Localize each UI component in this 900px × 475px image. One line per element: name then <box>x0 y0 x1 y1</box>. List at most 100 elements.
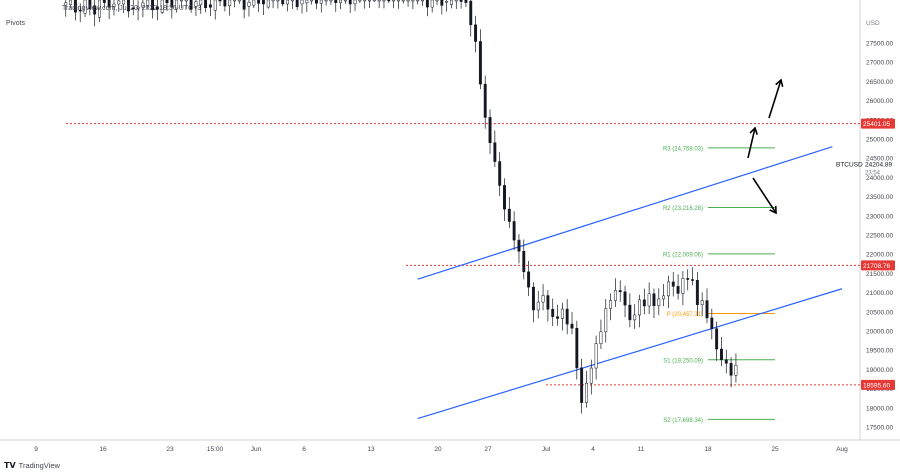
candle-body <box>387 0 391 2</box>
candle-body <box>98 0 101 18</box>
brand-footer: 𝗧𝗩 TradingView <box>4 461 60 470</box>
candle-body <box>310 0 314 2</box>
candle-body <box>69 0 73 5</box>
candle-body <box>507 208 511 222</box>
candle-body <box>117 0 121 5</box>
y-tick-label: 20500.00 <box>866 309 893 316</box>
candle-body <box>334 0 338 3</box>
candle-body <box>233 0 236 2</box>
y-tick-label: 27500.00 <box>866 41 893 48</box>
candle-body <box>377 0 381 2</box>
candle-body <box>585 382 588 403</box>
candle-body <box>498 161 502 186</box>
candle-body <box>237 0 241 2</box>
candle-body <box>618 290 622 293</box>
y-tick-label: 23500.00 <box>866 194 893 201</box>
pivot-label: S2 (17,698.34) <box>663 418 703 424</box>
x-tick-label: 4 <box>591 446 595 453</box>
candle-body <box>315 0 318 4</box>
candle-body <box>700 300 704 305</box>
arrow-up-line <box>768 79 782 119</box>
candle-body <box>493 142 497 162</box>
candle-body <box>368 0 371 2</box>
y-tick-label: 20000.00 <box>866 329 893 336</box>
candle-body <box>551 308 555 317</box>
candle-body <box>638 299 641 316</box>
candle-body <box>353 0 357 5</box>
candle-body <box>146 0 150 7</box>
candle-body <box>73 0 77 13</box>
arrow-down-line <box>752 177 777 214</box>
x-tick-label: 27 <box>484 446 492 453</box>
candle-body <box>570 323 574 329</box>
pivot-label: S1 (19,250.09) <box>663 358 703 364</box>
x-tick-label: 11 <box>638 446 645 453</box>
candle-body <box>522 251 526 273</box>
candle-body <box>705 300 709 319</box>
candle-body <box>271 0 275 2</box>
candle-body <box>286 0 289 5</box>
pivot-label: R2 (23,216.28) <box>663 206 703 212</box>
candle-body <box>170 0 174 8</box>
candle-body <box>396 0 400 2</box>
candle-body <box>165 0 169 4</box>
candle-body <box>261 0 265 5</box>
bar-countdown-label: 23:54 <box>865 171 881 177</box>
candle-body <box>450 0 453 5</box>
candle-body <box>204 0 208 9</box>
candle-body <box>556 316 559 319</box>
arrow-up-head-icon <box>749 126 758 135</box>
candle-body <box>363 0 367 2</box>
candle-body <box>541 295 545 303</box>
candle-body <box>720 348 723 361</box>
level-price-tag <box>861 260 895 271</box>
candle-body <box>483 83 487 118</box>
candle-body <box>112 3 116 8</box>
candle-body <box>102 0 106 3</box>
candle-body <box>194 1 198 7</box>
candle-body <box>623 291 627 306</box>
candle-body <box>686 278 690 280</box>
candle-body <box>411 0 415 2</box>
candle-body <box>657 298 661 307</box>
candle-body <box>382 0 386 2</box>
candle-body <box>305 0 309 4</box>
candle-body <box>531 286 535 311</box>
last-price-label: 24204.89 <box>865 162 892 169</box>
candle-body <box>199 0 203 6</box>
candle-body <box>329 0 333 2</box>
x-tick-label: Aug <box>836 446 848 453</box>
arrow-up-head-icon <box>775 78 784 87</box>
candle-body <box>421 0 424 2</box>
y-tick-label: 26500.00 <box>866 79 893 86</box>
candle-body <box>372 0 376 2</box>
candle-body <box>160 0 164 13</box>
candle-body <box>228 0 232 6</box>
x-tick-label: 16 <box>99 446 107 453</box>
pivot-label: P (20,457.31) <box>667 312 703 318</box>
candle-body <box>266 0 270 8</box>
candle-body <box>180 0 183 2</box>
channel-upper-line <box>417 146 833 280</box>
candle-body <box>122 0 126 5</box>
x-tick-label: 6 <box>302 446 306 453</box>
candle-body <box>633 314 637 321</box>
pivot-label: R3 (24,768.03) <box>663 146 703 152</box>
candle-body <box>527 271 531 288</box>
y-tick-label: 19500.00 <box>866 348 893 355</box>
y-tick-label: 21500.00 <box>866 271 893 278</box>
chart-source-label: TradingView.com, Jul 20, 2022 18:36 UTC+… <box>62 5 202 12</box>
candle-body <box>348 0 352 5</box>
tradingview-logo-icon: 𝗧𝗩 <box>4 461 16 470</box>
candle-body <box>560 308 564 319</box>
candle-body <box>691 279 694 281</box>
candle-body <box>666 281 670 297</box>
candle-body <box>136 6 140 9</box>
candle-body <box>290 0 294 2</box>
candle-body <box>695 280 699 305</box>
candle-body <box>107 0 111 8</box>
candle-body <box>151 0 154 11</box>
level-price-label: 18595.60 <box>863 382 890 389</box>
candle-body <box>445 1 449 3</box>
